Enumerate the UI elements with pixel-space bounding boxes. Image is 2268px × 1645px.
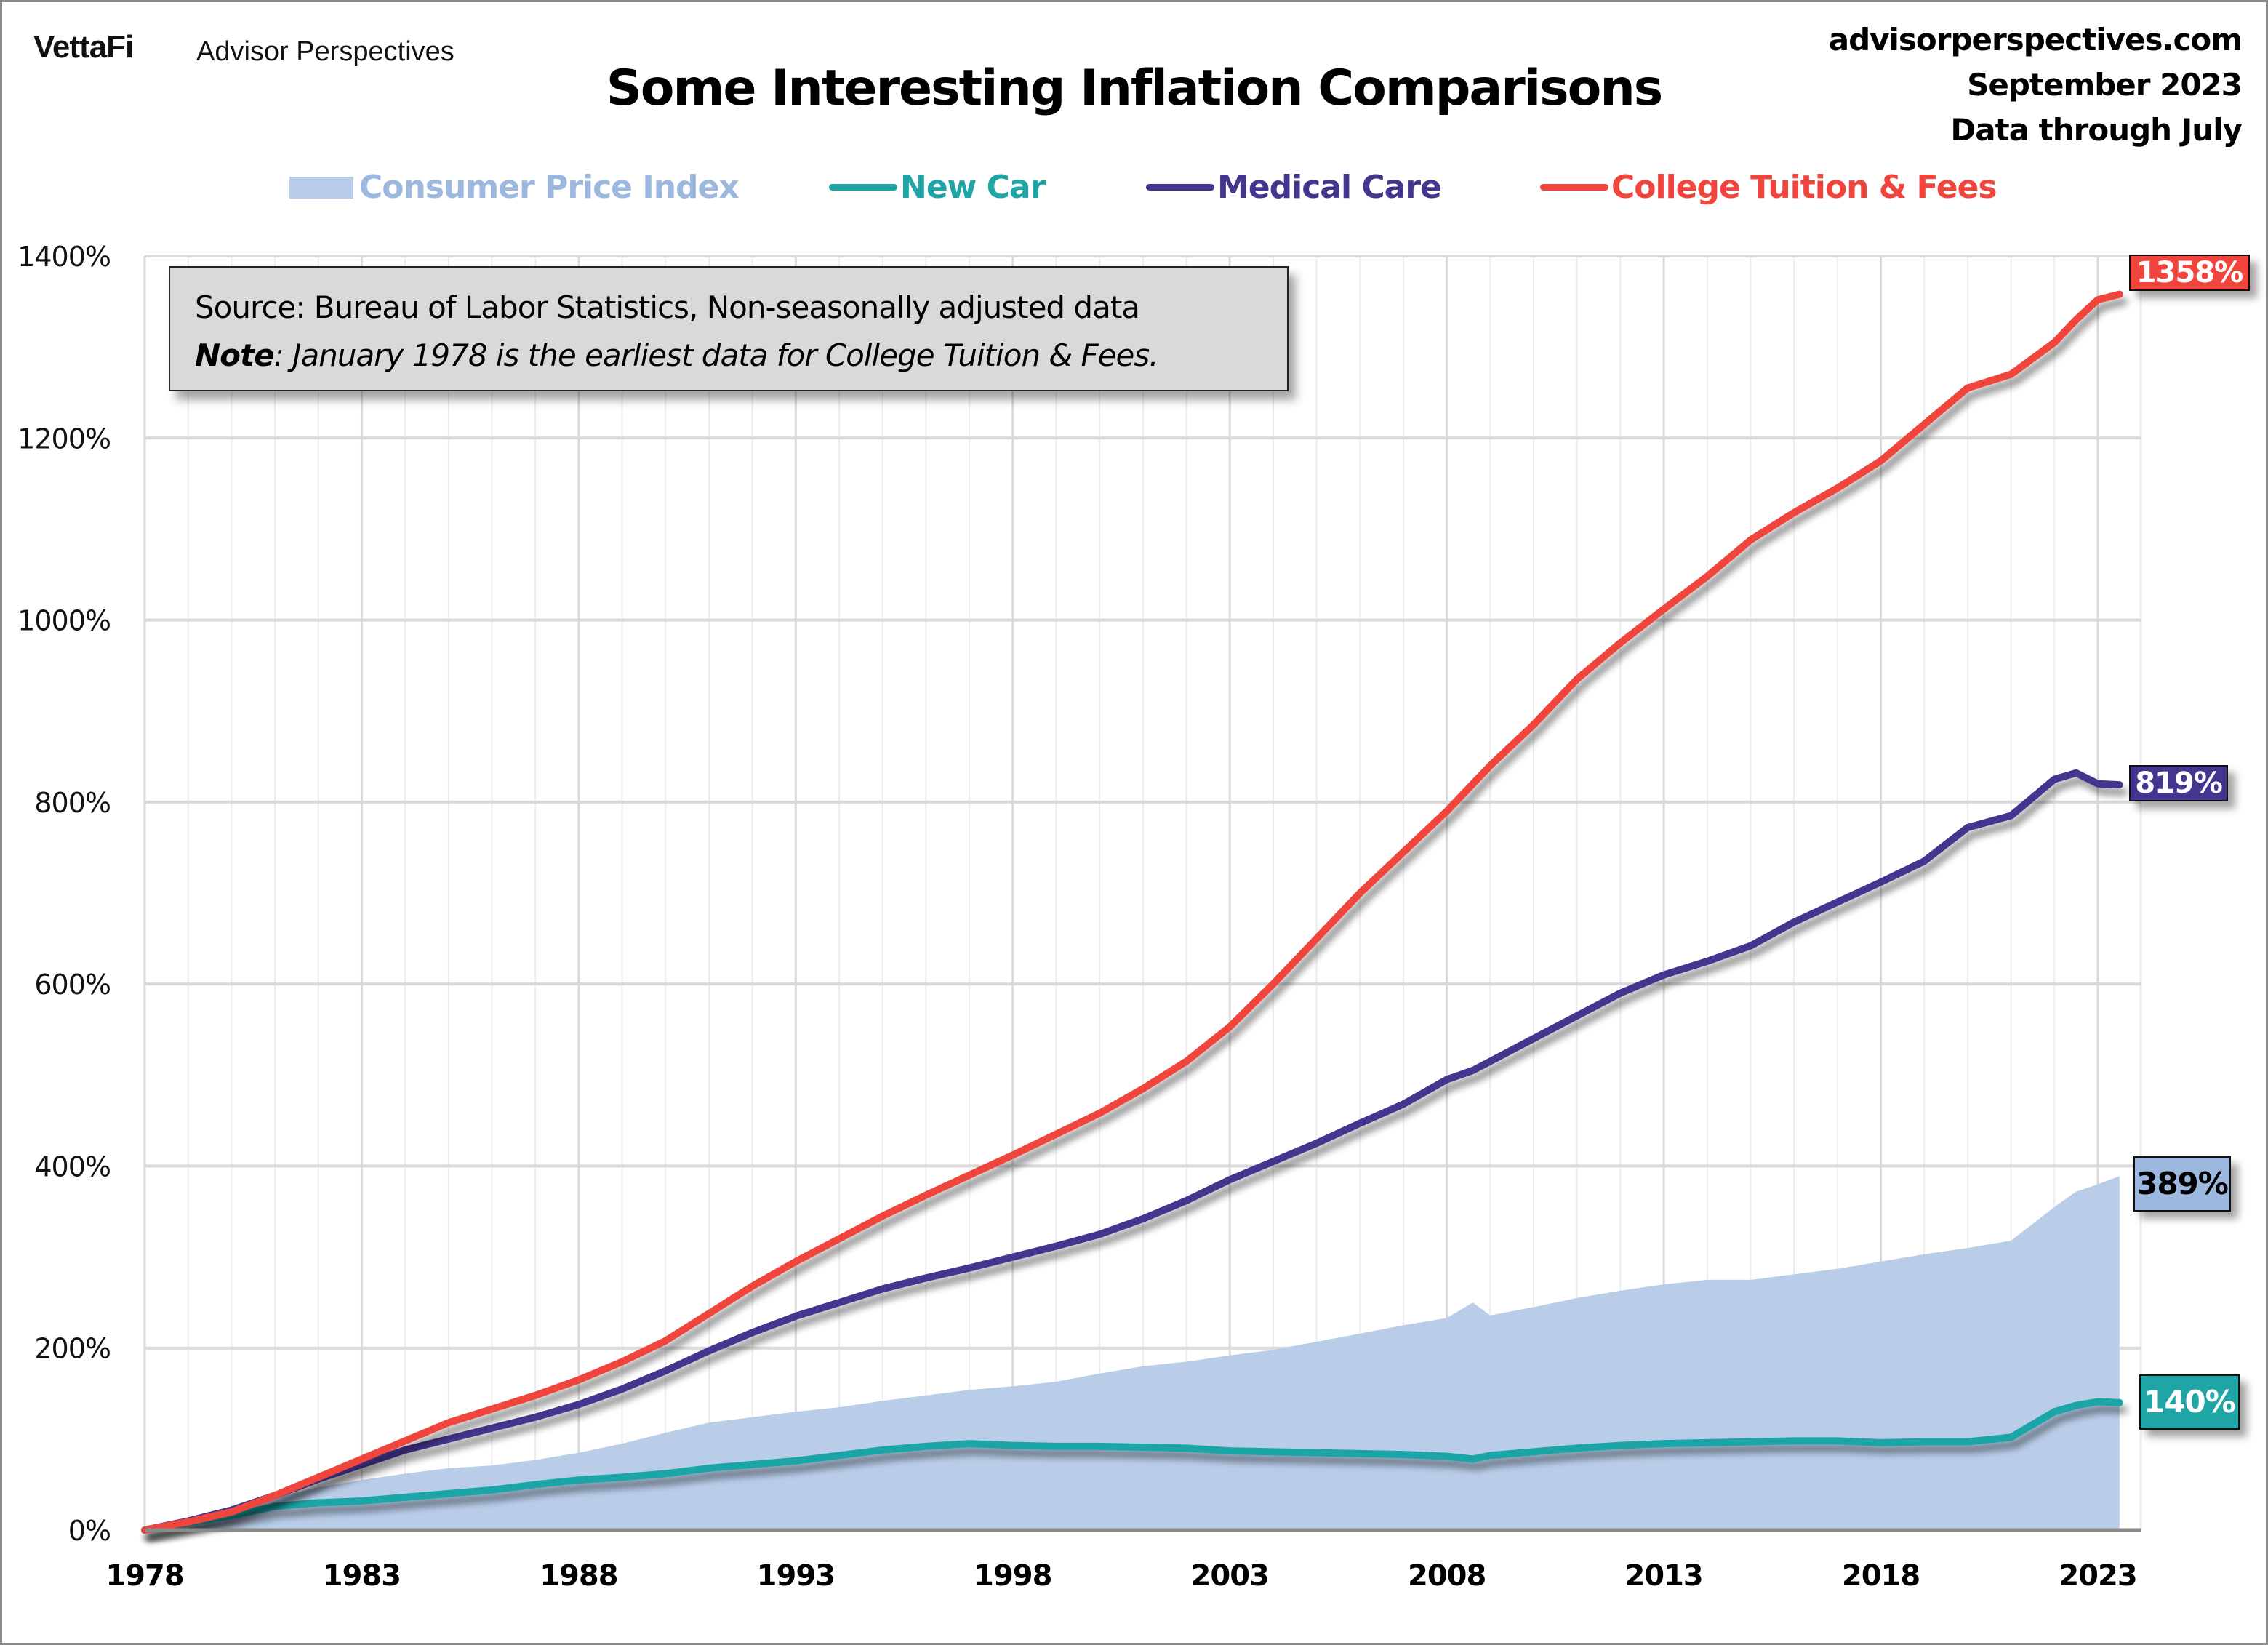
legend-swatch-new-car [829, 184, 897, 191]
header-meta: advisorperspectives.com September 2023 D… [1828, 17, 2243, 153]
legend-label-medical: Medical Care [1217, 169, 1442, 206]
legend-item-college[interactable]: College Tuition & Fees [1540, 169, 1997, 206]
source-note-box: Source: Bureau of Labor Statistics, Non-… [169, 266, 1289, 391]
y-tick-label: 800% [34, 787, 111, 819]
y-axis-ticks: 0% 200% 400% 600% 800% 1000% 1200% 1400% [17, 241, 111, 1547]
publish-date: September 2023 [1967, 67, 2243, 103]
legend-item-cpi[interactable]: Consumer Price Index [289, 169, 740, 206]
legend-label-new-car: New Car [900, 169, 1046, 206]
legend-item-medical[interactable]: Medical Care [1146, 169, 1442, 206]
x-tick-label: 1983 [323, 1559, 401, 1593]
cpi-area [145, 1176, 2120, 1530]
y-tick-label: 400% [34, 1150, 111, 1182]
note-label: Note [195, 337, 275, 373]
x-tick-label: 2018 [1842, 1559, 1920, 1593]
y-tick-label: 600% [34, 969, 111, 1001]
legend-item-new-car[interactable]: New Car [829, 169, 1046, 206]
y-tick-label: 200% [34, 1333, 111, 1365]
x-tick-label: 1998 [974, 1559, 1051, 1593]
series-layer [141, 290, 2123, 1534]
x-tick-label: 2023 [2059, 1559, 2136, 1593]
legend-swatch-cpi [289, 176, 353, 199]
legend-label-college: College Tuition & Fees [1611, 169, 1997, 206]
note-text: : January 1978 is the earliest data for … [273, 337, 1159, 373]
chart-title: Some Interesting Inflation Comparisons [606, 60, 1663, 117]
x-tick-label: 2008 [1408, 1559, 1486, 1593]
y-tick-label: 0% [68, 1515, 111, 1547]
end-label-new-car: 140% [2139, 1374, 2240, 1430]
legend-swatch-medical [1146, 184, 1214, 191]
college-tuition-line [141, 290, 2123, 1534]
y-tick-label: 1400% [17, 241, 111, 273]
vettafi-logo: VettaFi [33, 29, 134, 65]
legend-label-cpi: Consumer Price Index [359, 169, 740, 206]
chart-legend: Consumer Price Index New Car Medical Car… [0, 169, 2268, 220]
medical-care-line [141, 769, 2123, 1534]
end-label-college: 1358% [2129, 255, 2250, 291]
x-axis-ticks: 1978 1983 1988 1993 1998 2003 2008 2013 2018 2023 [105, 1559, 2137, 1593]
x-tick-label: 2013 [1624, 1559, 1702, 1593]
x-tick-label: 1978 [105, 1559, 183, 1593]
end-label-cpi: 389% [2133, 1156, 2231, 1212]
new-car-line [141, 1398, 2123, 1534]
legend-swatch-college [1540, 184, 1608, 191]
x-tick-label: 2003 [1191, 1559, 1269, 1593]
source-text: Source: Bureau of Labor Statistics, Non-… [195, 289, 1140, 325]
x-tick-label: 1988 [540, 1559, 617, 1593]
brand-subtitle: Advisor Perspectives [196, 36, 454, 67]
y-tick-label: 1200% [17, 423, 111, 455]
site-url[interactable]: advisorperspectives.com [1828, 22, 2243, 57]
y-tick-label: 1000% [17, 605, 111, 637]
data-through-note: Data through July [1950, 112, 2243, 148]
end-label-medical: 819% [2129, 765, 2228, 801]
x-tick-label: 1993 [757, 1559, 835, 1593]
note-line: Note: January 1978 is the earliest data … [195, 332, 1287, 380]
